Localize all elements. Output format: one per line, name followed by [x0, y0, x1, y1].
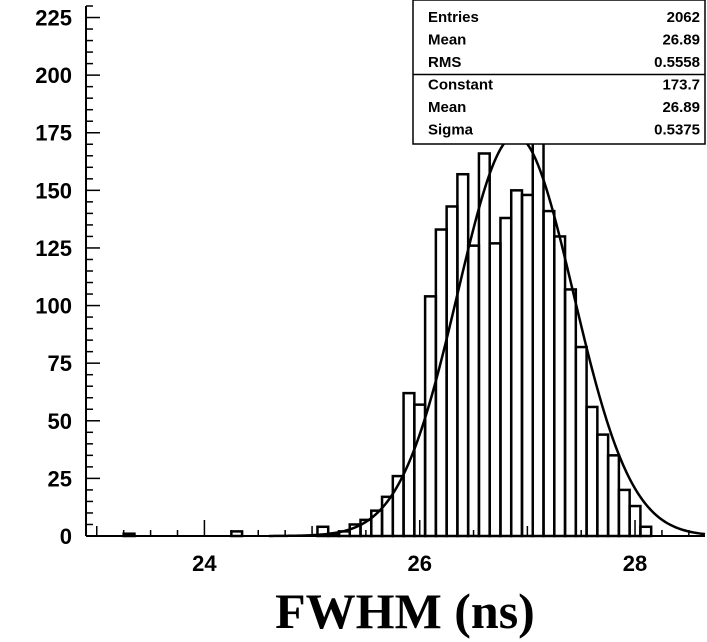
y-tick-label: 25	[48, 466, 72, 491]
y-tick-label: 125	[35, 236, 72, 261]
stats-label: Constant	[428, 77, 493, 94]
histogram-bar	[509, 189, 524, 538]
x-axis-title: FWHM (ns)	[275, 583, 535, 639]
stats-value: 173.7	[662, 77, 700, 94]
y-tick-label: 75	[48, 351, 72, 376]
histogram-bar	[520, 193, 535, 538]
stats-box-frame	[412, 0, 706, 145]
stats-label: Mean	[428, 32, 466, 49]
x-tick-label: 26	[407, 551, 431, 576]
stats-label: Sigma	[428, 122, 474, 139]
x-axis: 24 26 28	[86, 520, 705, 576]
histogram-bar	[542, 209, 556, 538]
histogram-bar	[553, 235, 567, 538]
histogram-bar	[617, 488, 631, 538]
y-tick-label: 225	[35, 6, 72, 31]
histogram-bar	[445, 205, 459, 538]
histogram-bar	[596, 433, 610, 538]
gaussian-fit	[269, 134, 706, 538]
y-tick-label: 200	[35, 63, 72, 88]
fit-curve	[269, 134, 706, 538]
y-tick-label: 175	[35, 121, 72, 146]
histogram-bar	[563, 288, 578, 538]
stats-value: 26.89	[662, 32, 700, 49]
y-tick-label: 50	[48, 409, 72, 434]
y-tick-label: 100	[35, 294, 72, 319]
histogram-bar	[531, 131, 545, 538]
histogram-bar	[488, 242, 502, 538]
y-tick-label: 150	[35, 178, 72, 203]
stats-label: Entries	[428, 9, 479, 26]
x-tick-label: 28	[623, 551, 647, 576]
stats-value: 0.5558	[654, 54, 700, 71]
stats-label: Mean	[428, 99, 466, 116]
stats-label: RMS	[428, 54, 461, 71]
stats-value: 2062	[667, 9, 700, 26]
histogram-bar	[230, 530, 244, 538]
histogram-bars	[122, 131, 653, 538]
stats-value: 0.5375	[654, 122, 700, 139]
stats-box: Entries 2062 Mean 26.89 RMS 0.5558 Constant 173…	[412, 0, 706, 145]
y-axis: 0 25 50 75 100 125 150 175 200 225	[35, 5, 100, 549]
y-tick-label: 0	[60, 524, 72, 549]
histogram-bar	[434, 228, 448, 538]
histogram-bar	[499, 216, 513, 538]
histogram-bar	[466, 244, 481, 538]
histogram-bar	[628, 504, 642, 538]
histogram-bar	[477, 152, 491, 538]
histogram-bar	[639, 525, 653, 538]
histogram-bar	[456, 172, 470, 538]
histogram-bar	[122, 532, 136, 538]
histogram-bar	[316, 525, 330, 538]
stats-value: 26.89	[662, 99, 700, 116]
histogram-bar	[574, 345, 588, 538]
histogram-bar	[606, 454, 621, 538]
histogram-bar	[585, 405, 599, 538]
x-tick-label: 24	[192, 551, 217, 576]
